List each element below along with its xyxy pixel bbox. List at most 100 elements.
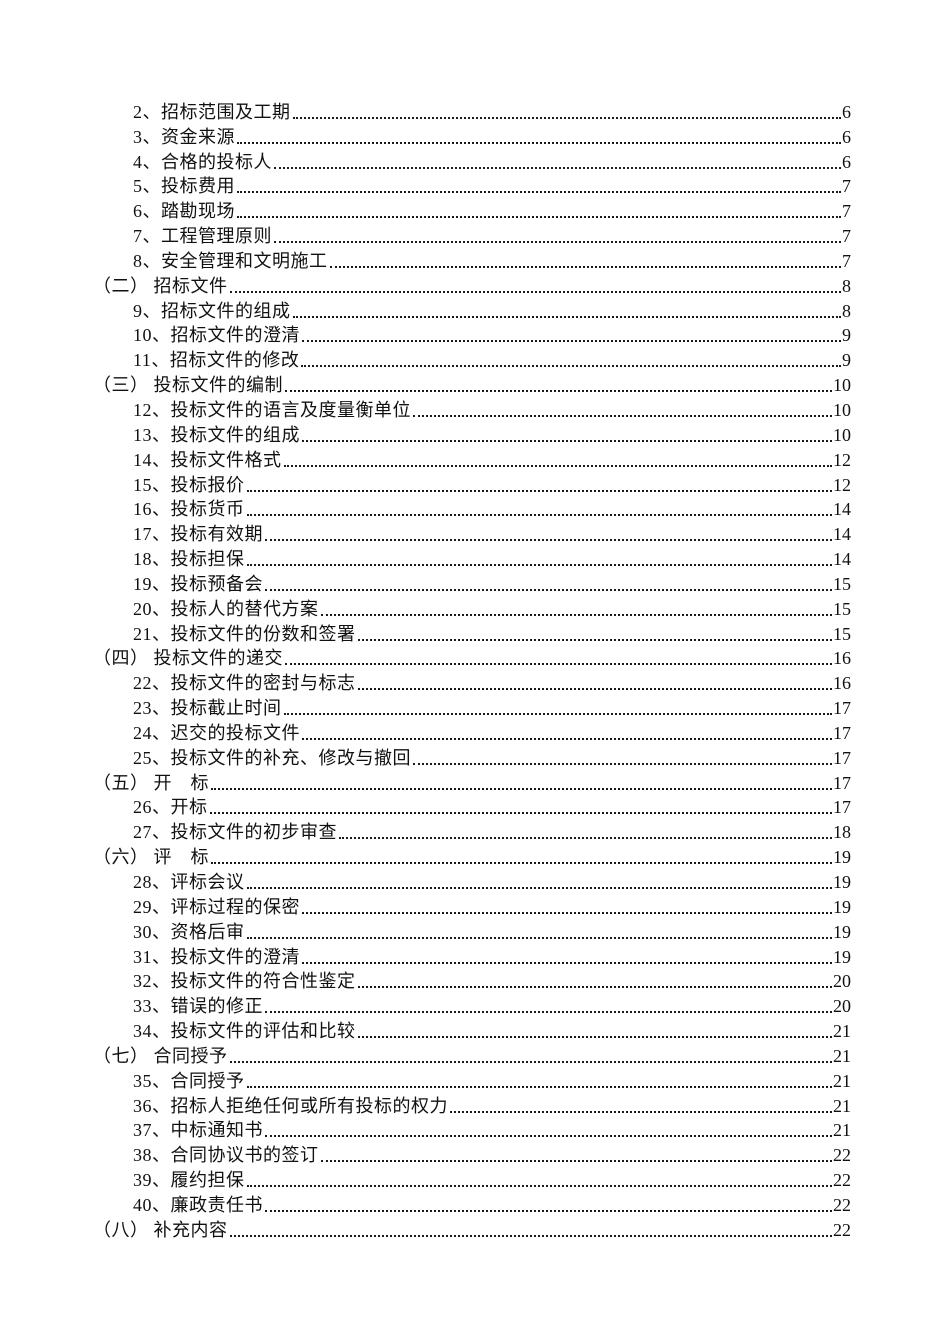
toc-entry[interactable]: 5、投标费用 7 — [93, 174, 851, 199]
dotted-leader — [292, 315, 841, 318]
toc-entry-page: 7 — [842, 250, 851, 271]
toc-entry-label: 37、中标通知书 — [133, 1120, 263, 1141]
toc-entry[interactable]: 27、投标文件的初步审查 18 — [93, 819, 851, 844]
toc-entry[interactable]: 4、合格的投标人 6 — [93, 149, 851, 174]
dotted-leader — [237, 141, 841, 144]
toc-entry[interactable]: 25、投标文件的补充、修改与撤回 17 — [93, 745, 851, 770]
toc-entry-page: 15 — [833, 573, 851, 594]
dotted-leader — [285, 390, 832, 393]
toc-entry-label: （八） 补充内容 — [93, 1219, 228, 1240]
toc-entry[interactable]: 2、招标范围及工期 6 — [93, 99, 851, 124]
toc-entry[interactable]: 12、投标文件的语言及度量衡单位 10 — [93, 397, 851, 422]
toc-entry[interactable]: 11、招标文件的修改 9 — [93, 347, 851, 372]
toc-entry-page: 10 — [833, 424, 851, 445]
toc-entry[interactable]: （五） 开 标 17 — [93, 770, 851, 795]
toc-entry[interactable]: 37、中标通知书 21 — [93, 1118, 851, 1143]
toc-entry-label: （三） 投标文件的编制 — [93, 375, 283, 396]
dotted-leader — [246, 514, 832, 517]
toc-entry-label: 19、投标预备会 — [133, 573, 263, 594]
toc-entry[interactable]: 29、评标过程的保密 19 — [93, 894, 851, 919]
dotted-leader — [320, 613, 832, 616]
toc-entry[interactable]: 35、合同授予 21 — [93, 1068, 851, 1093]
dotted-leader — [283, 464, 832, 467]
toc-entry[interactable]: （八） 补充内容 22 — [93, 1217, 851, 1242]
toc-entry-page: 22 — [833, 1194, 851, 1215]
toc-entry-label: 5、投标费用 — [133, 176, 235, 197]
toc-entry-label: （二） 招标文件 — [93, 275, 228, 296]
toc-entry[interactable]: 36、招标人拒绝任何或所有投标的权力 21 — [93, 1093, 851, 1118]
toc-entry[interactable]: 7、工程管理原则 7 — [93, 223, 851, 248]
toc-entry[interactable]: 3、资金来源 6 — [93, 124, 851, 149]
toc-entry-label: 3、资金来源 — [133, 126, 235, 147]
toc-entry-page: 6 — [842, 151, 851, 172]
dotted-leader — [211, 787, 832, 790]
toc-entry-label: 33、错误的修正 — [133, 996, 263, 1017]
toc-entry-label: 15、投标报价 — [133, 474, 245, 495]
dotted-leader — [246, 887, 832, 889]
dotted-leader — [209, 812, 832, 815]
toc-entry-label: 30、资格后审 — [133, 921, 245, 942]
dotted-leader — [246, 564, 832, 567]
toc-entry[interactable]: 24、迟交的投标文件 17 — [93, 720, 851, 745]
toc-entry-page: 20 — [833, 996, 851, 1017]
toc-entry-page: 21 — [833, 1045, 851, 1066]
toc-entry[interactable]: 30、资格后审 19 — [93, 919, 851, 944]
toc-entry[interactable]: （三） 投标文件的编制 10 — [93, 372, 851, 397]
toc-entry[interactable]: 22、投标文件的密封与标志 16 — [93, 670, 851, 695]
toc-entry[interactable]: 21、投标文件的份数和签署 15 — [93, 621, 851, 646]
toc-entry[interactable]: （四） 投标文件的递交 16 — [93, 646, 851, 671]
toc-entry[interactable]: 17、投标有效期 14 — [93, 521, 851, 546]
dotted-leader — [246, 936, 832, 939]
toc-entry[interactable]: 28、评标会议 19 — [93, 869, 851, 894]
toc-entry[interactable]: （二） 招标文件 8 — [93, 273, 851, 298]
toc-entry-label: 38、合同协议书的签订 — [133, 1145, 319, 1166]
toc-entry-label: （四） 投标文件的递交 — [93, 648, 283, 669]
dotted-leader — [265, 539, 832, 542]
toc-entry[interactable]: 20、投标人的替代方案 15 — [93, 596, 851, 621]
toc-entry[interactable]: 38、合同协议书的签订 22 — [93, 1142, 851, 1167]
toc-entry[interactable]: 32、投标文件的符合性鉴定 20 — [93, 969, 851, 994]
toc-entry[interactable]: 13、投标文件的组成 10 — [93, 422, 851, 447]
toc-entry[interactable]: 9、招标文件的组成 8 — [93, 298, 851, 323]
toc-entry-page: 21 — [833, 1021, 851, 1042]
toc-entry[interactable]: 33、错误的修正 20 — [93, 993, 851, 1018]
dotted-leader — [302, 340, 841, 343]
dotted-leader — [246, 1185, 832, 1188]
toc-entry[interactable]: （六） 评 标 19 — [93, 844, 851, 869]
toc-entry-label: 8、安全管理和文明施工 — [133, 250, 328, 271]
toc-entry-page: 19 — [833, 872, 851, 892]
dotted-leader — [237, 191, 841, 194]
toc-entry[interactable]: 31、投标文件的澄清 19 — [93, 944, 851, 969]
toc-entry[interactable]: 8、安全管理和文明施工 7 — [93, 248, 851, 273]
toc-entry[interactable]: 6、踏勘现场 7 — [93, 198, 851, 223]
toc-entry[interactable]: 34、投标文件的评估和比较 21 — [93, 1018, 851, 1043]
toc-entry-page: 21 — [833, 1070, 851, 1091]
toc-entry-page: 19 — [833, 847, 851, 868]
dotted-leader — [246, 1085, 832, 1088]
dotted-leader — [339, 837, 832, 840]
toc-entry[interactable]: 40、廉政责任书 22 — [93, 1192, 851, 1217]
toc-entry[interactable]: 15、投标报价 12 — [93, 472, 851, 497]
toc-entry-page: 19 — [833, 946, 851, 967]
toc-entry-page: 8 — [842, 300, 851, 321]
dotted-leader — [302, 911, 832, 914]
toc-entry-page: 22 — [833, 1219, 851, 1240]
dotted-leader — [450, 1110, 832, 1113]
toc-entry-page: 19 — [833, 921, 851, 942]
toc-entry[interactable]: 14、投标文件格式 12 — [93, 447, 851, 472]
dotted-leader — [246, 489, 832, 492]
toc-entry[interactable]: 23、投标截止时间 17 — [93, 695, 851, 720]
toc-entry-label: 4、合格的投标人 — [133, 151, 272, 172]
toc-entry[interactable]: 39、履约担保 22 — [93, 1167, 851, 1192]
toc-entry-page: 17 — [833, 698, 851, 719]
toc-entry-page: 18 — [833, 822, 851, 843]
toc-entry[interactable]: 26、开标 17 — [93, 795, 851, 820]
dotted-leader — [357, 688, 832, 691]
toc-entry[interactable]: （七） 合同授予 21 — [93, 1043, 851, 1068]
toc-entry[interactable]: 16、投标货币 14 — [93, 497, 851, 522]
toc-entry[interactable]: 18、投标担保 14 — [93, 546, 851, 571]
toc-entry-page: 16 — [833, 648, 851, 669]
dotted-leader — [229, 290, 841, 293]
toc-entry[interactable]: 19、投标预备会 15 — [93, 571, 851, 596]
toc-entry[interactable]: 10、招标文件的澄清 9 — [93, 323, 851, 348]
